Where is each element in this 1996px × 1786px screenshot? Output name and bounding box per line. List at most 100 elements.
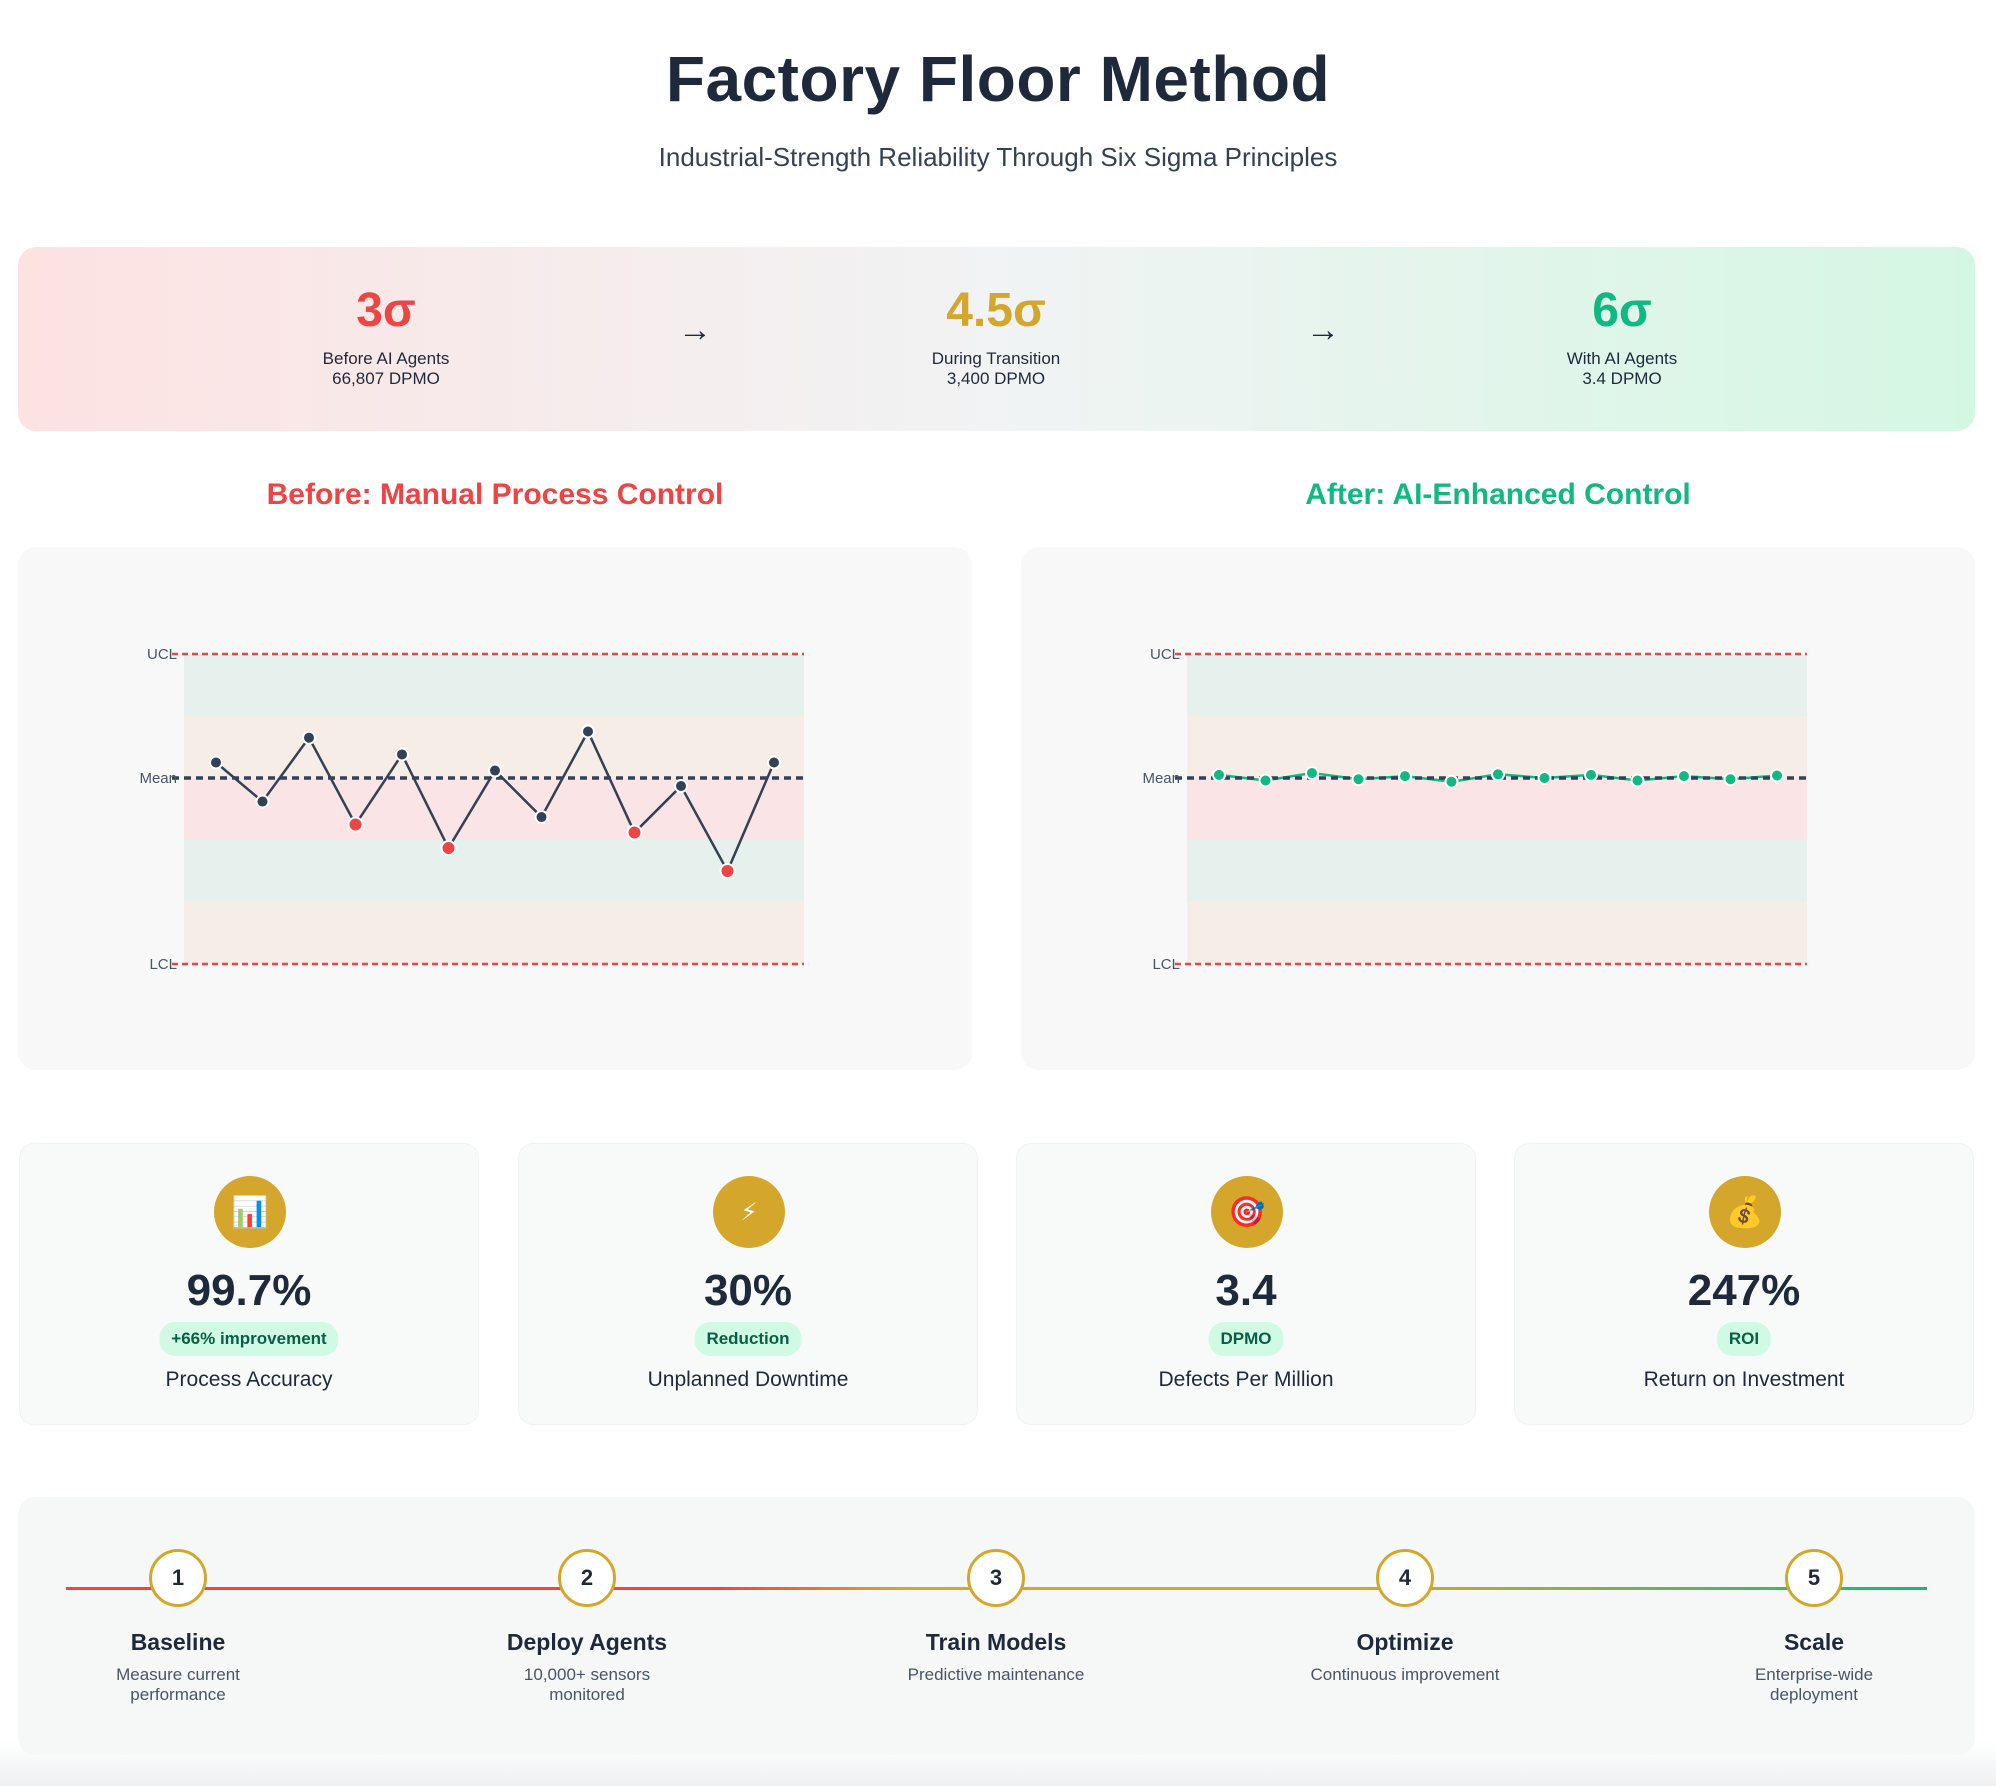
step-number: 3 xyxy=(967,1549,1025,1607)
control-chart-before-svg: UCL Mean LCL xyxy=(139,646,804,973)
data-point xyxy=(1630,773,1645,788)
arrow-right-icon: → xyxy=(678,311,712,349)
target-icon: 🎯 xyxy=(1211,1176,1283,1248)
mean-label: Mean xyxy=(139,770,177,787)
data-point xyxy=(1444,774,1459,789)
sigma-dpmo: 3.4 DPMO xyxy=(1582,369,1662,388)
step-description: Enterprise-wide deployment xyxy=(1754,1665,1874,1704)
bar-chart-icon: 📊 xyxy=(214,1176,286,1248)
metric-label: Unplanned Downtime xyxy=(647,1368,849,1391)
data-point xyxy=(395,747,409,762)
sigma-zone-band xyxy=(184,902,804,964)
data-point xyxy=(302,730,316,745)
control-chart-after-svg: UCL Mean LCL xyxy=(1142,646,1807,973)
arrow-right-icon: → xyxy=(1306,311,1340,349)
step-title: Baseline xyxy=(130,1629,226,1655)
data-point xyxy=(255,794,270,809)
implementation-timeline: 1 Baseline Measure current performance 2… xyxy=(18,1497,1975,1755)
metric-value: 247% xyxy=(1687,1266,1801,1315)
metric-value: 99.7% xyxy=(186,1266,312,1315)
data-point xyxy=(1258,773,1273,788)
metric-label: Return on Investment xyxy=(1643,1368,1845,1391)
page-subtitle: Industrial-Strength Reliability Through … xyxy=(658,142,1338,172)
page-title: Factory Floor Method xyxy=(665,43,1331,115)
metric-value: 30% xyxy=(703,1266,793,1315)
data-point xyxy=(1723,772,1738,787)
data-point xyxy=(581,724,595,739)
sigma-zone-band xyxy=(1187,902,1807,964)
data-point xyxy=(534,810,549,825)
sigma-stage-after: 6σ With AI Agents 3.4 DPMO xyxy=(1422,283,1822,389)
out-of-control-point xyxy=(719,863,736,879)
metric-icon-glyph: 🎯 xyxy=(1228,1195,1266,1229)
step-title: Scale xyxy=(1783,1629,1845,1655)
sigma-zone-band xyxy=(184,840,804,902)
metric-badge: ROI xyxy=(1716,1322,1772,1356)
out-of-control-point xyxy=(626,824,643,841)
data-point xyxy=(674,779,688,794)
sigma-zone-band xyxy=(1187,778,1807,840)
mean-label: Mean xyxy=(1142,770,1180,787)
sigma-progression-banner: 3σ Before AI Agents 66,807 DPMO → 4.5σ D… xyxy=(18,247,1975,431)
sigma-label: During Transition xyxy=(931,349,1061,368)
out-of-control-point xyxy=(440,840,457,857)
lightning-icon: ⚡ xyxy=(713,1176,785,1248)
step-number: 1 xyxy=(149,1549,207,1607)
lcl-label: LCL xyxy=(149,956,177,973)
step-description: Measure current performance xyxy=(116,1665,240,1704)
lcl-label: LCL xyxy=(1152,956,1180,973)
step-description: Predictive maintenance xyxy=(907,1665,1085,1684)
sigma-zone-band xyxy=(1187,840,1807,902)
data-point xyxy=(1398,769,1412,784)
data-point xyxy=(209,755,223,770)
data-point xyxy=(1491,767,1505,782)
data-point xyxy=(488,763,502,778)
metric-value: 3.4 xyxy=(1215,1266,1277,1315)
step-description: 10,000+ sensors monitored xyxy=(523,1665,651,1704)
sigma-value: 4.5σ xyxy=(946,284,1046,337)
metric-badge: DPMO xyxy=(1208,1322,1284,1356)
sigma-zone-band xyxy=(184,654,804,716)
sigma-label: Before AI Agents xyxy=(322,349,450,368)
data-point xyxy=(1677,769,1691,784)
metric-card-downtime: ⚡ 30% Reduction Unplanned Downtime xyxy=(519,1144,977,1424)
metric-icon-glyph: 💰 xyxy=(1726,1195,1764,1229)
data-point xyxy=(1212,767,1226,782)
step-title: Deploy Agents xyxy=(506,1629,668,1655)
sigma-value: 3σ xyxy=(356,284,416,337)
money-bag-icon: 💰 xyxy=(1709,1176,1781,1248)
sigma-stage-before: 3σ Before AI Agents 66,807 DPMO xyxy=(186,283,586,389)
data-point xyxy=(1537,771,1552,785)
sigma-dpmo: 66,807 DPMO xyxy=(332,369,440,388)
data-point xyxy=(1351,772,1366,787)
sigma-zone-band xyxy=(1187,654,1807,716)
control-chart-before: UCL Mean LCL xyxy=(18,547,972,1070)
metric-icon-glyph: ⚡ xyxy=(740,1198,758,1226)
step-number: 5 xyxy=(1785,1549,1843,1607)
ucl-label: UCL xyxy=(1150,646,1180,663)
sigma-dpmo: 3,400 DPMO xyxy=(946,369,1046,388)
chart-title-after: After: AI-Enhanced Control xyxy=(1305,478,1691,511)
data-point xyxy=(767,755,781,770)
step-number: 4 xyxy=(1376,1549,1434,1607)
data-point xyxy=(1305,766,1319,781)
step-number: 2 xyxy=(558,1549,616,1607)
metric-card-defects: 🎯 3.4 DPMO Defects Per Million xyxy=(1017,1144,1475,1424)
data-point xyxy=(1770,768,1784,783)
sigma-label: With AI Agents xyxy=(1566,349,1678,368)
sigma-zone-band xyxy=(184,778,804,840)
step-description: Continuous improvement xyxy=(1310,1665,1500,1684)
sigma-value: 6σ xyxy=(1592,284,1652,337)
control-chart-after: UCL Mean LCL xyxy=(1021,547,1975,1070)
metric-label: Defects Per Million xyxy=(1158,1368,1334,1391)
metric-badge: Reduction xyxy=(694,1322,802,1356)
metric-card-roi: 💰 247% ROI Return on Investment xyxy=(1515,1144,1973,1424)
metric-badge: +66% improvement xyxy=(159,1322,339,1356)
metric-label: Process Accuracy xyxy=(165,1368,333,1391)
metric-icon-glyph: 📊 xyxy=(231,1195,269,1229)
data-point xyxy=(1584,767,1598,782)
out-of-control-point xyxy=(347,816,364,833)
chart-title-before: Before: Manual Process Control xyxy=(266,478,724,511)
step-title: Optimize xyxy=(1356,1629,1454,1655)
